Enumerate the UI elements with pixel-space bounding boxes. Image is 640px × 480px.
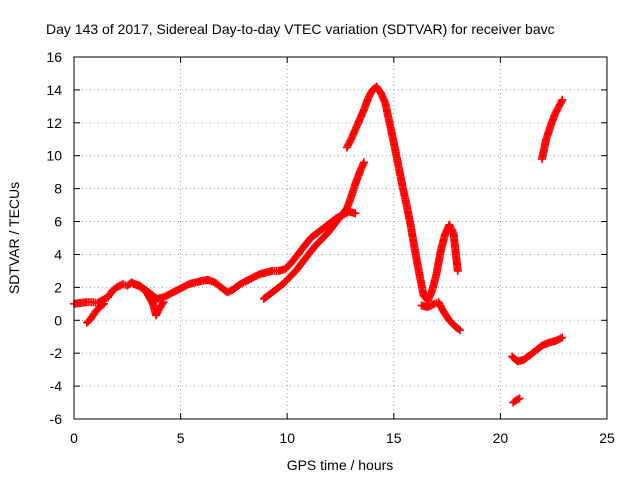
y-tick-label: 6 bbox=[54, 214, 62, 230]
y-tick-label: 10 bbox=[46, 148, 62, 164]
data-point bbox=[558, 95, 567, 104]
data-point bbox=[515, 394, 524, 403]
chart-title: Day 143 of 2017, Sidereal Day-to-day VTE… bbox=[46, 21, 555, 37]
x-tick-label: 25 bbox=[599, 430, 615, 446]
y-tick-label: 4 bbox=[54, 246, 62, 262]
data-point bbox=[159, 298, 168, 307]
data-point bbox=[455, 326, 464, 335]
data-point bbox=[453, 266, 462, 275]
y-tick-label: 14 bbox=[46, 82, 62, 98]
y-tick-label: 12 bbox=[46, 115, 62, 131]
data-point bbox=[359, 158, 368, 167]
data-point bbox=[99, 299, 108, 308]
y-tick-label: -6 bbox=[50, 411, 63, 427]
y-tick-label: -2 bbox=[50, 345, 63, 361]
x-tick-label: 5 bbox=[177, 430, 185, 446]
y-tick-label: 16 bbox=[46, 49, 62, 65]
y-tick-label: 2 bbox=[54, 279, 62, 295]
x-axis-title: GPS time / hours bbox=[287, 457, 394, 473]
data-points bbox=[70, 82, 567, 407]
x-tick-label: 15 bbox=[386, 430, 402, 446]
x-tick-label: 20 bbox=[493, 430, 509, 446]
y-axis-title: SDTVAR / TECUs bbox=[6, 182, 22, 294]
y-tick-label: 0 bbox=[54, 312, 62, 328]
y-tick-label: 8 bbox=[54, 181, 62, 197]
y-tick-label: -4 bbox=[50, 378, 63, 394]
data-point bbox=[351, 209, 360, 218]
grid bbox=[74, 57, 607, 419]
data-point bbox=[558, 333, 567, 342]
plot-frame bbox=[73, 56, 608, 420]
x-tick-label: 10 bbox=[279, 430, 295, 446]
x-tick-label: 0 bbox=[70, 430, 78, 446]
axis-ticks: 0 5 10 15 20 25 -6 -4 -2 0 2 4 6 8 10 12 14 16 bbox=[46, 49, 615, 446]
